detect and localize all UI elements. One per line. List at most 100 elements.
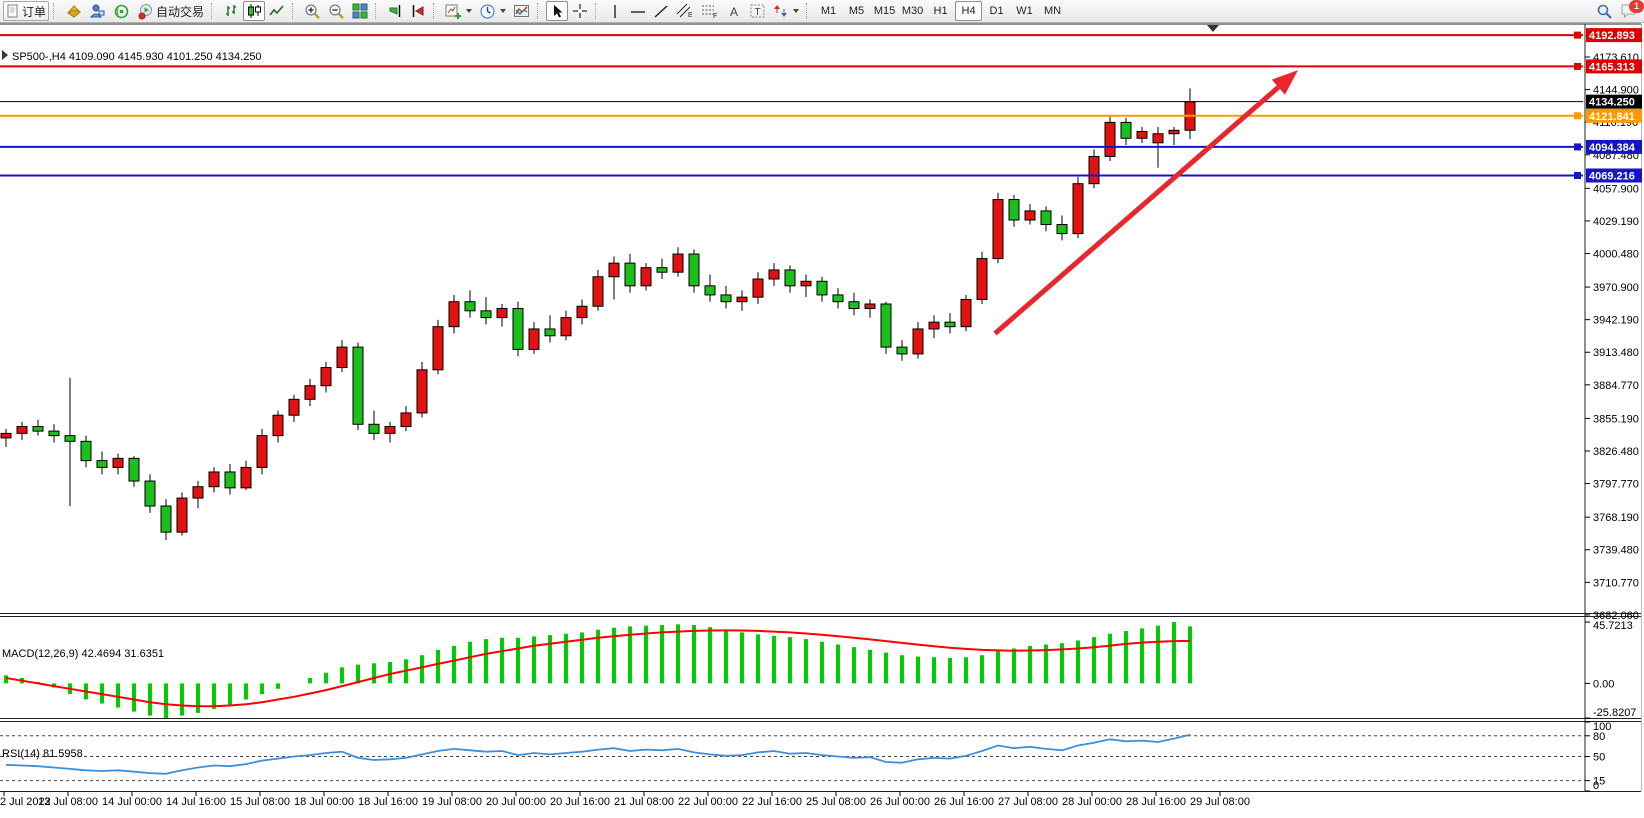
timeframe-mn[interactable]: MN	[1039, 1, 1066, 21]
timeframe-m5[interactable]: M5	[843, 1, 870, 21]
macd-tick-label: 0.00	[1593, 678, 1614, 690]
bar-chart-button[interactable]	[220, 1, 242, 21]
signals-button[interactable]	[86, 1, 109, 21]
crosshair-tool-button[interactable]	[569, 1, 591, 21]
price-tick-label: 4029.190	[1593, 216, 1639, 228]
timeframe-h4[interactable]: H4	[955, 1, 983, 21]
new-order-button[interactable]: 订单	[3, 1, 50, 21]
time-label: 15 Jul 08:00	[230, 796, 290, 808]
bear-candle	[512, 308, 524, 350]
search-button[interactable]	[1593, 1, 1616, 21]
bear-candle	[1008, 199, 1020, 221]
text-label-tool[interactable]: T	[746, 1, 769, 21]
crosshair-icon	[573, 4, 588, 18]
time-label: 20 Jul 16:00	[550, 796, 610, 808]
macd-tick-label: -25.8207	[1593, 707, 1636, 719]
arrows-tool[interactable]	[770, 1, 802, 21]
time-label: 21 Jul 08:00	[614, 796, 674, 808]
trendline-tool[interactable]	[650, 1, 672, 21]
candlestick-chart-button[interactable]	[243, 1, 266, 21]
bull-candle	[400, 412, 412, 428]
price-tick-label: 3739.480	[1593, 545, 1639, 557]
bull-candle	[240, 466, 252, 489]
bear-candle	[480, 310, 492, 319]
bull-candle	[1024, 210, 1036, 221]
notifications-button[interactable]: 1	[1617, 0, 1644, 21]
bull-candle	[976, 258, 988, 300]
time-label: 22 Jul 16:00	[742, 796, 802, 808]
horizontal-line-tool[interactable]	[627, 1, 649, 21]
bear-candle	[816, 280, 828, 296]
dropdown-caret	[466, 9, 473, 13]
bull-candle	[640, 267, 652, 287]
level-endpoint-marker	[1574, 62, 1581, 70]
auto-scroll-button[interactable]	[384, 1, 406, 21]
trend-arrow[interactable]	[993, 70, 1298, 336]
zoom-in-button[interactable]	[301, 1, 324, 21]
bear-candle	[1120, 121, 1132, 139]
bull-candle	[176, 497, 188, 533]
one-click-trading-toggle[interactable]	[2, 50, 8, 60]
bull-candle	[1152, 133, 1164, 144]
candlestick-chart-icon	[248, 4, 262, 18]
vertical-line-tool[interactable]	[604, 1, 626, 21]
timeframe-w1[interactable]: W1	[1011, 1, 1038, 21]
bull-candle	[1168, 129, 1180, 135]
autotrading-button[interactable]: 自动交易	[134, 1, 207, 21]
new-chart-button[interactable]	[442, 1, 475, 21]
bull-candle	[384, 426, 396, 434]
channel-tool[interactable]: E	[673, 1, 697, 21]
chart-shift-button[interactable]	[407, 1, 429, 21]
timeframe-m1[interactable]: M1	[815, 1, 842, 21]
time-label: 18 Jul 00:00	[294, 796, 354, 808]
bear-candle	[688, 253, 700, 287]
new-chart-icon	[445, 4, 462, 19]
time-label: 26 Jul 16:00	[934, 796, 994, 808]
autotrading-label: 自动交易	[156, 4, 205, 19]
periods-button[interactable]	[476, 1, 509, 21]
toolbar-separator	[537, 3, 542, 19]
vertical-line-icon	[614, 4, 616, 18]
trend-arrow-line[interactable]	[993, 85, 1281, 336]
rsi-tick-label: 15	[1593, 776, 1605, 788]
timeframe-d1[interactable]: D1	[983, 1, 1010, 21]
community-button[interactable]	[110, 1, 133, 21]
line-chart-icon	[269, 5, 284, 16]
bear-candle	[96, 460, 108, 468]
price-tick-label: 3970.900	[1593, 282, 1639, 294]
bull-candle	[912, 328, 924, 355]
tile-windows-icon	[352, 3, 368, 19]
indicator-list-button[interactable]	[510, 1, 533, 21]
price-level-box-label: 4192.893	[1589, 30, 1635, 42]
price-tick-label: 3826.480	[1593, 446, 1639, 458]
equidistant-channel-icon: E	[676, 3, 693, 19]
zoom-in-icon	[305, 4, 320, 19]
timeframe-m30[interactable]: M30	[899, 1, 926, 21]
bull-candle	[1072, 183, 1084, 235]
text-tool[interactable]: A	[723, 1, 745, 21]
time-label: 20 Jul 00:00	[486, 796, 546, 808]
chart-canvas[interactable]: 4173.6104144.9004116.1904087.4804057.900…	[0, 23, 1644, 813]
bear-candle	[720, 294, 732, 303]
bull-candle	[304, 385, 316, 400]
timeframe-h1[interactable]: H1	[927, 1, 954, 21]
rsi-tick-label: 80	[1593, 731, 1605, 743]
bear-candle	[64, 435, 76, 442]
price-axis: 4173.6104144.9004116.1904087.4804057.900…	[1585, 52, 1639, 622]
tile-windows-button[interactable]	[349, 1, 371, 21]
zoom-out-button[interactable]	[325, 1, 348, 21]
indicator-list-icon	[514, 4, 530, 17]
bear-candle	[848, 301, 860, 310]
timeframe-m15[interactable]: M15	[871, 1, 898, 21]
cursor-tool-button[interactable]	[546, 1, 569, 21]
bear-candle	[48, 430, 60, 437]
market-button[interactable]	[62, 1, 85, 21]
price-level-box-label: 4121.841	[1589, 111, 1635, 123]
fibonacci-tool[interactable]: F	[698, 1, 722, 21]
chart-shift-marker[interactable]	[1207, 25, 1219, 32]
bull-candle	[1136, 130, 1148, 139]
bear-candle	[544, 328, 556, 337]
line-chart-button[interactable]	[266, 1, 288, 21]
bear-candle	[880, 303, 892, 348]
